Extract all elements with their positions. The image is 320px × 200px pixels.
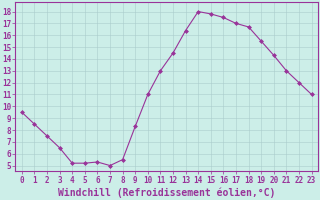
- X-axis label: Windchill (Refroidissement éolien,°C): Windchill (Refroidissement éolien,°C): [58, 187, 276, 198]
